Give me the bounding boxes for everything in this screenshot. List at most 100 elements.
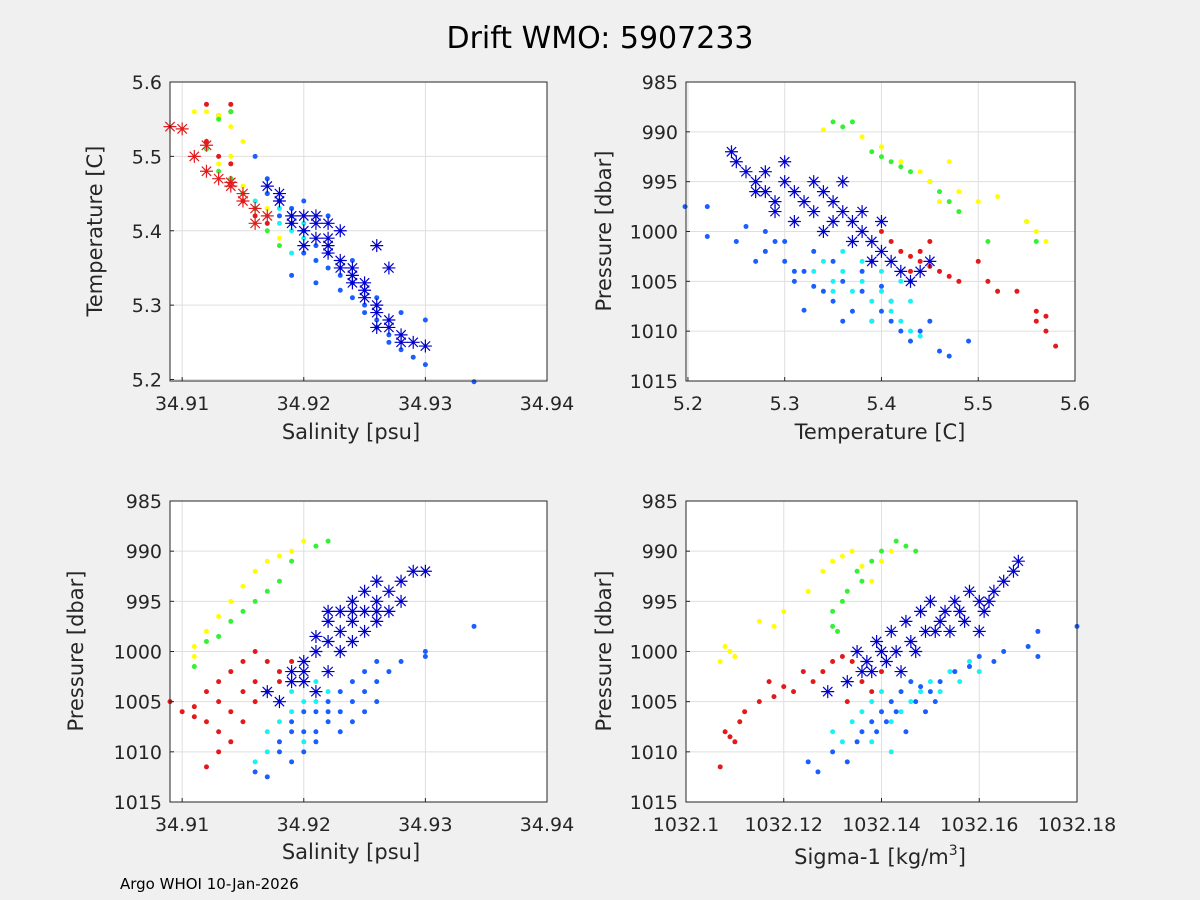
data-point-blue [772,238,778,244]
data-point-cyan [325,689,331,695]
data-point-blue [349,679,355,685]
data-point-red [216,679,222,685]
data-point-green [240,608,246,614]
xlabel-sigp-main: Sigma-1 [kg/m [794,845,949,869]
data-point-star-blue_star [370,239,384,253]
data-point-cyan [957,679,963,685]
data-point-blue [374,679,380,685]
data-point-star-blue_star [962,584,976,598]
data-point-yellow [727,649,733,654]
y-tick-label: 1015 [114,792,162,814]
data-point-red [898,248,904,254]
data-point-yellow [839,553,845,559]
data-point-red [264,220,270,226]
data-point-star-blue_star [953,604,967,618]
data-point-red [766,679,772,685]
data-point-red [240,659,246,665]
data-point-star-blue_star [914,604,928,618]
data-point-green [216,633,222,639]
data-point-star-blue_star [309,216,323,230]
y-tick-label: 1005 [114,692,162,714]
data-point-green [849,119,855,125]
data-point-green [985,238,991,244]
data-point-star-blue_star [724,145,738,159]
data-point-blue [733,238,739,244]
data-point-green [216,116,222,122]
data-point-yellow [859,134,865,140]
data-point-yellow [756,618,762,624]
data-point-star-blue_star [418,564,432,578]
data-point-blue [922,709,928,715]
data-point-green [252,598,258,604]
data-point-star-blue_star [958,614,972,628]
x-tick-label: 34.92 [277,814,331,836]
data-point-yellow [228,598,234,604]
data-point-red [203,689,209,695]
data-point-star-blue_star [309,231,323,245]
data-point-red [252,679,258,685]
y-tick-label: 990 [642,541,678,563]
data-point-star-blue_star [826,215,840,229]
data-point-star-red_star [260,209,274,223]
data-point-star-red_star [248,216,262,230]
data-point-star-blue_star [345,594,359,608]
data-point-blue [844,759,850,765]
data-point-blue [471,623,477,629]
data-point-red [830,659,836,665]
data-point-blue [888,699,894,705]
data-point-star-blue_star [382,320,396,334]
data-point-star-blue_star [370,298,384,312]
data-point-star-blue_star [865,665,879,679]
data-point-star-blue_star [309,685,323,699]
data-point-red [791,689,797,695]
data-point-cyan [849,719,855,725]
data-point-star-blue_star [948,594,962,608]
data-point-green [913,548,919,554]
data-point-star-blue_star [321,246,335,260]
x-tick-label: 34.92 [277,393,331,415]
data-point-star-blue_star [297,655,311,669]
data-point-cyan [276,205,282,211]
data-point-green [956,209,962,215]
data-point-star-blue_star [272,187,286,201]
data-point-star-red_star [175,122,189,136]
data-point-star-blue_star [875,645,888,658]
data-point-blue [937,348,943,354]
data-point-blue [830,298,836,304]
data-point-green [264,228,270,234]
data-point-cyan [898,318,904,324]
x-tick-label: 5.2 [673,393,703,415]
data-point-blue [301,250,307,256]
data-point-blue [888,318,894,324]
data-point-star-blue_star [297,675,311,689]
data-point-star-blue_star [321,604,335,618]
data-point-star-blue_star [840,675,854,689]
ticks-sigp: 1032.1 1032.12 1032.14 1032.16 1032.18 985 990… [630,491,1117,836]
data-point-red [240,719,246,725]
data-point-star-blue_star [345,614,359,628]
data-point-yellow [927,179,933,185]
data-point-star-blue_star [394,335,408,349]
data-point-cyan [301,220,307,226]
data-point-star-blue_star [943,624,957,638]
data-point-blue [422,362,428,368]
data-point-red [975,258,981,264]
data-point-red [1043,313,1049,319]
data-point-red [216,153,222,159]
data-point-star-blue_star [768,205,782,219]
data-point-blue [362,310,368,316]
data-point-yellow [849,548,855,554]
data-point-star-blue_star [889,645,903,658]
y-tick-label: 5.5 [132,146,162,168]
data-point-red [203,719,209,725]
data-point-yellow [820,127,826,133]
data-point-blue [918,684,924,690]
data-point-yellow [995,194,1001,200]
data-point-star-blue_star [285,665,299,679]
data-point-star-red_star [199,164,213,178]
data-point-cyan [301,699,307,705]
data-point-star-blue_star [1011,554,1025,568]
data-point-star-blue_star [309,629,323,643]
data-point-blue [874,729,880,735]
